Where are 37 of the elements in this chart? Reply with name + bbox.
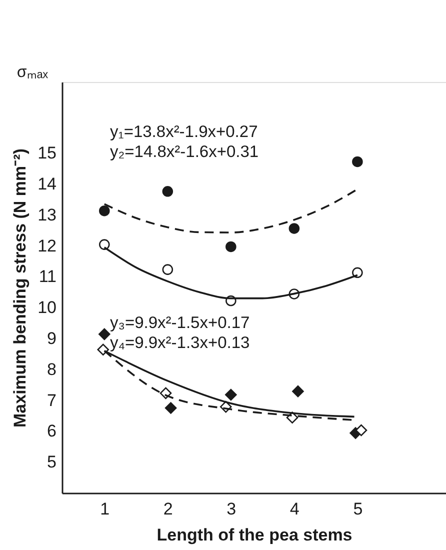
point <box>352 267 363 278</box>
y-tick-label: 9 <box>47 328 56 348</box>
y-tick-label: 7 <box>47 390 56 410</box>
point <box>98 205 110 216</box>
point <box>225 388 237 401</box>
y-tick-label: 12 <box>38 236 56 256</box>
x-axis-title: Length of the pea stems <box>156 526 352 544</box>
point <box>292 385 304 398</box>
point <box>98 239 110 250</box>
point <box>226 241 236 252</box>
x-tick-label: 4 <box>290 500 300 518</box>
x-tick-label: 1 <box>100 500 110 518</box>
x-tick-label: 3 <box>226 500 236 518</box>
x-tick-label: 5 <box>353 500 363 518</box>
text: σₘₐₓ <box>16 64 49 81</box>
y-tick-label: 6 <box>47 422 56 441</box>
annotation: y₁=13.8x²-1.9x+0.27 <box>110 123 258 141</box>
x-tick-label: 2 <box>163 500 173 518</box>
y-tick-label: 14 <box>38 174 56 194</box>
annotation: y₂=14.8x²-1.6x+0.31 <box>110 143 259 161</box>
point <box>164 402 177 414</box>
y-tick-label: 13 <box>38 205 56 224</box>
y-tick-label: 11 <box>38 267 56 286</box>
point <box>162 264 174 275</box>
y-axis-title: Maximum bending stress (N mm⁻²) <box>10 148 30 428</box>
point <box>97 344 110 356</box>
y-tick-label: 5 <box>47 452 56 472</box>
y-tick-label: 10 <box>38 298 56 318</box>
point <box>98 328 110 340</box>
y-tick-label: 15 <box>38 144 56 163</box>
point <box>288 223 300 234</box>
line-series <box>103 188 358 234</box>
annotation: y₃=9.9x²-1.5x+0.17 <box>110 314 250 332</box>
annotation: y₄=9.9x²-1.3x+0.13 <box>110 334 250 352</box>
point <box>162 186 174 197</box>
y-tick-label: 8 <box>47 360 56 379</box>
point <box>352 156 363 168</box>
